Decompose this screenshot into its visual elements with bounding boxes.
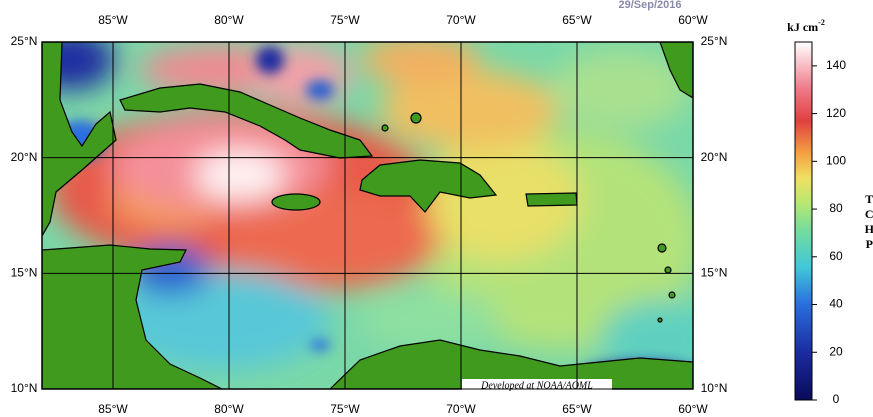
lon-label-top: 60°W bbox=[678, 13, 708, 27]
tchp-field bbox=[42, 42, 693, 389]
lat-label-right: 10°N bbox=[701, 381, 728, 395]
unit-base: kJ cm bbox=[787, 20, 818, 34]
lat-label-left: 20°N bbox=[11, 150, 38, 164]
lon-label-top: 85°W bbox=[98, 13, 128, 27]
colorbar-tick-label: 100 bbox=[826, 154, 846, 168]
colorbar-tick-label: 140 bbox=[826, 58, 846, 72]
lon-label-bottom: 70°W bbox=[446, 402, 476, 416]
credit-box bbox=[462, 379, 612, 391]
credit: Developed at NOAA/AOML bbox=[480, 380, 593, 391]
lon-label-bottom: 85°W bbox=[98, 402, 128, 416]
unit-exponent: -2 bbox=[818, 18, 825, 27]
date: 29/Sep/2016 bbox=[619, 0, 682, 11]
colorbar-tick-label: 60 bbox=[829, 249, 843, 263]
lon-label-bottom: 75°W bbox=[330, 402, 360, 416]
lon-label-bottom: 65°W bbox=[562, 402, 592, 416]
lon-label-top: 75°W bbox=[330, 13, 360, 27]
colorbar-tick-label: 40 bbox=[829, 297, 843, 311]
lat-label-left: 10°N bbox=[11, 381, 38, 395]
lat-label-right: 20°N bbox=[701, 150, 728, 164]
colorbar-tick-label: 20 bbox=[829, 344, 843, 358]
lon-label-top: 65°W bbox=[562, 13, 592, 27]
colorbar-variable: TCHP bbox=[862, 192, 873, 252]
lat-label-left: 15°N bbox=[11, 266, 38, 280]
land bbox=[42, 42, 693, 389]
lon-label-bottom: 80°W bbox=[214, 402, 244, 416]
lon-label-bottom: 60°W bbox=[678, 402, 708, 416]
lon-label-top: 80°W bbox=[214, 13, 244, 27]
lat-label-right: 25°N bbox=[701, 34, 728, 48]
lat-label-left: 25°N bbox=[11, 34, 38, 48]
colorbar bbox=[794, 41, 813, 401]
colorbar-tick-label: 0 bbox=[833, 392, 840, 406]
lat-label-right: 15°N bbox=[701, 266, 728, 280]
colorbar-unit: kJ cm-2 bbox=[787, 18, 825, 34]
colorbar-tick-label: 80 bbox=[829, 201, 843, 215]
lon-label-top: 70°W bbox=[446, 13, 476, 27]
colorbar-tick-label: 120 bbox=[826, 106, 846, 120]
